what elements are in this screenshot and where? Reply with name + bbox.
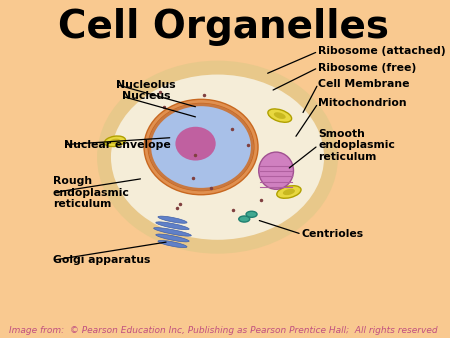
Ellipse shape [246,211,257,217]
Ellipse shape [156,222,189,230]
Text: Smooth
endoplasmic
reticulum: Smooth endoplasmic reticulum [318,129,395,162]
Text: Image from:  © Pearson Education Inc, Publishing as Pearson Prentice Hall;  All : Image from: © Pearson Education Inc, Pub… [9,325,437,335]
Ellipse shape [153,227,191,236]
Ellipse shape [239,216,250,222]
Text: Nuclear envelope: Nuclear envelope [64,140,171,150]
Text: Centrioles: Centrioles [302,229,364,239]
Text: Mitochondrion: Mitochondrion [318,98,407,108]
Ellipse shape [277,186,301,198]
Ellipse shape [176,127,216,161]
Ellipse shape [104,68,331,247]
Text: Rough
endoplasmic
reticulum: Rough endoplasmic reticulum [53,176,130,209]
Ellipse shape [274,112,286,119]
Ellipse shape [169,119,252,189]
Ellipse shape [283,189,295,195]
Ellipse shape [259,152,293,189]
Ellipse shape [150,105,252,189]
Text: Ribosome (attached): Ribosome (attached) [318,46,446,56]
Ellipse shape [104,136,126,147]
Ellipse shape [110,139,120,144]
Text: Cell Membrane: Cell Membrane [318,79,410,89]
Ellipse shape [156,234,189,242]
Ellipse shape [158,216,187,223]
Text: Golgi apparatus: Golgi apparatus [53,255,150,265]
Text: Nucleolus: Nucleolus [116,79,176,90]
Text: Cell Organelles: Cell Organelles [58,8,388,46]
Text: Ribosome (free): Ribosome (free) [318,63,416,73]
Text: Nucleus: Nucleus [122,91,171,101]
Ellipse shape [268,109,292,122]
Ellipse shape [158,240,187,248]
